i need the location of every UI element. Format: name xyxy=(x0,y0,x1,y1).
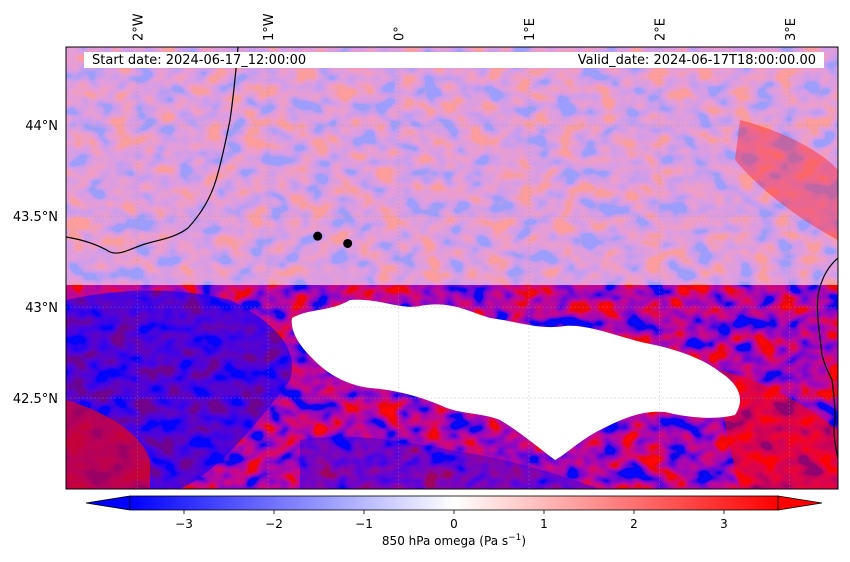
info-box xyxy=(84,52,824,68)
point-1 xyxy=(313,231,323,241)
lon-tick-label: 1°W xyxy=(262,13,277,41)
colorbar-tick-label: 1 xyxy=(540,517,548,531)
lon-tick-label: 0° xyxy=(393,26,408,41)
lon-tick-label: 2°W xyxy=(132,13,147,41)
lat-tick-label: 44°N xyxy=(25,119,58,134)
lat-tick-label: 43°N xyxy=(25,301,58,316)
colorbar-extend-low xyxy=(85,495,131,511)
lon-tick-label: 2°E xyxy=(653,18,668,41)
start-date-label: Start date: 2024-06-17_12:00:00 xyxy=(92,53,306,68)
colorbar: −3 −2 −1 0 1 2 3 850 hPa omega (Pa s−1) xyxy=(85,495,823,548)
colorbar-label-exponent: −1 xyxy=(508,533,521,543)
lat-tick-label: 42.5°N xyxy=(13,392,58,407)
colorbar-tick-label: 3 xyxy=(720,517,728,531)
latitude-ticks: 44°N 43.5°N 43°N 42.5°N xyxy=(13,119,58,407)
lon-tick-label: 3°E xyxy=(784,18,799,41)
gridlines xyxy=(66,47,838,489)
colorbar-tick-label: −3 xyxy=(175,517,193,531)
lat-tick-label: 43.5°N xyxy=(13,210,58,225)
masked-high-terrain xyxy=(291,299,740,460)
colorbar-tick-label: −2 xyxy=(265,517,283,531)
valid-date-label: Valid_date: 2024-06-17T18:00:00.00 xyxy=(578,53,816,68)
colorbar-gradient xyxy=(129,495,779,511)
strong-ascent-northeast xyxy=(735,120,838,240)
point-2 xyxy=(343,238,353,248)
colorbar-label-suffix: ) xyxy=(521,534,526,548)
longitude-ticks: 2°W 1°W 0° 1°E 2°E 3°E xyxy=(132,13,799,41)
colorbar-tick-label: 0 xyxy=(450,517,458,531)
map-panel: Start date: 2024-06-17_12:00:00 Valid_da… xyxy=(66,47,838,489)
colorbar-label: 850 hPa omega (Pa s−1) xyxy=(382,533,526,548)
colorbar-label-prefix: 850 hPa omega (Pa s xyxy=(382,534,508,548)
strong-descent-south xyxy=(300,436,600,489)
strong-ascent-southwest xyxy=(66,400,150,489)
colorbar-extend-high xyxy=(777,495,823,511)
map-frame xyxy=(65,46,839,490)
lon-tick-label: 1°E xyxy=(523,18,538,41)
station-points xyxy=(313,231,353,248)
colorbar-tick-label: −1 xyxy=(355,517,373,531)
coastline-west xyxy=(66,47,239,254)
strong-ascent-east xyxy=(720,370,838,489)
coastline-east xyxy=(816,257,838,461)
colorbar-tick-label: 2 xyxy=(630,517,638,531)
colorbar-ticks: −3 −2 −1 0 1 2 3 xyxy=(175,510,728,531)
